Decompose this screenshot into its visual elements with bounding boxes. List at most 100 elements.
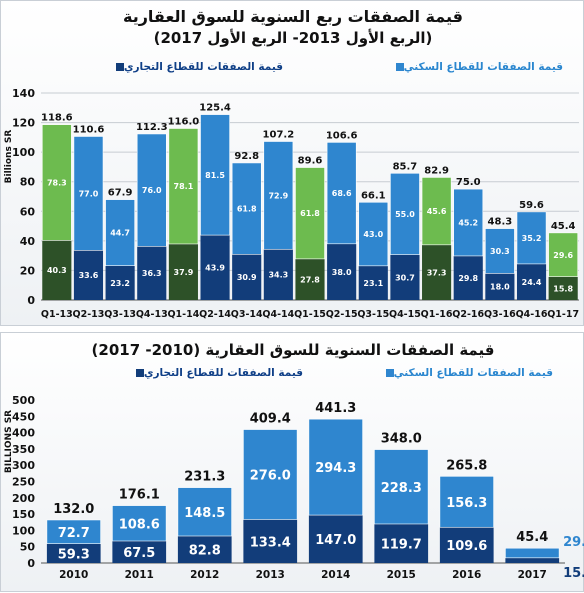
- value-label-total: 92.8: [234, 151, 259, 162]
- value-label-total: 48.3: [488, 217, 513, 228]
- bar-residential-Q1-14: [168, 128, 199, 245]
- value-label-commercial: 36.3: [142, 269, 162, 278]
- legend-residential-annual-label: قيمة الصفقات للقطاع السكني: [393, 367, 553, 379]
- value-label-residential: 78.3: [47, 179, 67, 188]
- y-tick-label: 80: [20, 176, 36, 189]
- value-label-total: 66.1: [361, 190, 386, 201]
- x-tick-label: Q2-16: [452, 309, 484, 320]
- value-label-residential: 61.8: [300, 209, 320, 218]
- y-tick-label: 450: [12, 410, 35, 423]
- bar-residential-2016: [439, 476, 494, 528]
- value-label-commercial: 30.7: [395, 273, 415, 282]
- legend-commercial-label: قيمة الصفقات للقطاع التجاري: [123, 61, 283, 73]
- legend-commercial-annual-swatch: [135, 369, 144, 377]
- bar-residential-2015: [374, 449, 429, 525]
- quarterly-chart: 0 20 40 60 80 100 120 140 Billions SR 78.3 40.3 118…: [4, 87, 579, 320]
- value-label-commercial: 15.8: [553, 284, 573, 293]
- value-label-residential: 228.3: [381, 481, 422, 496]
- x-tick-label: Q1-13: [41, 309, 73, 320]
- bar-residential-Q1-15: [295, 167, 325, 260]
- bar-residential-Q1-13: [41, 124, 72, 241]
- value-label-commercial: 40.3: [47, 266, 67, 275]
- value-label-total: 107.2: [263, 129, 295, 140]
- value-label-total: 112.3: [136, 122, 168, 133]
- value-label-total: 265.8: [446, 458, 487, 473]
- value-label-residential: 29.6: [563, 535, 584, 550]
- y-tick-label: 250: [12, 476, 35, 489]
- bar-residential-2012: [177, 487, 232, 537]
- y-tick-label: 350: [12, 443, 35, 456]
- value-label-total: 75.0: [456, 177, 481, 188]
- legend-residential-label: قيمة الصفقات للقطاع السكني: [403, 61, 563, 73]
- bar-commercial-Q4-16: [516, 263, 547, 300]
- x-tick-label: Q2-13: [73, 309, 105, 320]
- x-tick-label: Q3-15: [357, 309, 389, 320]
- bar-commercial-Q3-14: [232, 254, 262, 300]
- value-label-commercial: 29.8: [458, 274, 478, 283]
- y-tick-label: 150: [12, 508, 35, 521]
- y-tick-label: 400: [12, 427, 35, 440]
- x-tick-label: 2015: [387, 569, 416, 581]
- x-tick-label: 2014: [321, 569, 350, 581]
- value-label-total: 409.4: [250, 412, 291, 427]
- value-label-residential: 156.3: [446, 496, 487, 511]
- y-axis-label: BILLIONS SR: [4, 410, 14, 473]
- x-tick-label: Q1-16: [421, 309, 453, 320]
- bar-commercial-2015: [374, 523, 429, 563]
- value-label-residential: 78.1: [174, 182, 194, 191]
- value-label-commercial: 147.0: [315, 533, 356, 548]
- legend-commercial-annual: قيمة الصفقات للقطاع التجاري: [132, 367, 303, 379]
- annual-chart-panel: قيمة الصفقات السنوية للسوق العقارية (201…: [0, 332, 584, 592]
- quarterly-chart-subtitle: (الربع الأول 2013- الربع الأول 2017): [153, 29, 433, 47]
- bar-residential-Q2-13: [73, 136, 104, 251]
- x-tick-label: Q2-15: [326, 309, 358, 320]
- bar-residential-Q4-15: [390, 172, 420, 255]
- value-label-total: 45.4: [551, 221, 576, 232]
- x-tick-label: Q4-14: [262, 309, 294, 320]
- bar-residential-2014: [308, 418, 363, 516]
- bar-commercial-Q1-17: [548, 276, 578, 300]
- annual-chart: 0 50 100 150 200 250 300 350 400 450 500 BILLIONS S…: [4, 394, 584, 581]
- x-tick-label: Q3-13: [104, 309, 136, 320]
- bar-commercial-2010: [46, 543, 101, 563]
- value-label-total: 82.9: [424, 165, 449, 176]
- x-tick-label: Q3-14: [231, 309, 263, 320]
- value-label-commercial: 37.9: [174, 268, 194, 277]
- value-label-residential: 45.6: [427, 207, 447, 216]
- legend-commercial: قيمة الصفقات للقطاع التجاري: [112, 61, 283, 73]
- value-label-total: 59.6: [519, 200, 544, 211]
- x-tick-label: Q4-16: [516, 309, 548, 320]
- bar-residential-Q3-14: [231, 162, 262, 255]
- value-label-total: 89.6: [298, 156, 323, 167]
- value-label-residential: 30.3: [490, 247, 510, 256]
- value-label-commercial: 37.3: [427, 268, 447, 277]
- value-label-commercial: 23.2: [110, 279, 130, 288]
- bar-residential-Q2-16: [453, 188, 484, 257]
- value-label-commercial: 59.3: [58, 547, 90, 562]
- bar-commercial-Q1-16: [422, 244, 452, 300]
- bar-commercial-2014: [308, 515, 363, 563]
- bar-residential-Q3-16: [485, 228, 515, 274]
- legend-residential-swatch: [395, 63, 404, 71]
- value-label-commercial: 23.1: [363, 279, 383, 288]
- value-label-commercial: 119.7: [381, 537, 422, 552]
- x-tick-label: 2013: [256, 569, 285, 581]
- value-label-total: 110.6: [73, 124, 105, 135]
- bar-commercial-2016: [439, 527, 494, 563]
- bar-commercial-2017: [505, 557, 560, 563]
- y-tick-label: 50: [20, 541, 36, 554]
- y-tick-label: 60: [20, 205, 36, 218]
- value-label-residential: 44.7: [110, 229, 130, 238]
- y-tick-label: 300: [12, 459, 35, 472]
- y-tick-label: 100: [12, 524, 35, 537]
- value-label-residential: 276.0: [250, 469, 291, 484]
- bar-residential-Q3-13: [105, 199, 135, 266]
- y-tick-label: 0: [27, 294, 35, 307]
- bar-residential-Q2-15: [326, 142, 357, 245]
- quarterly-chart-title: قيمة الصفقات ربع السنوية للسوق العقارية: [123, 7, 463, 26]
- bar-residential-Q4-13: [136, 133, 167, 247]
- y-tick-label: 140: [12, 87, 35, 100]
- bar-residential-2017: [505, 547, 560, 559]
- y-tick-label: 40: [20, 235, 36, 248]
